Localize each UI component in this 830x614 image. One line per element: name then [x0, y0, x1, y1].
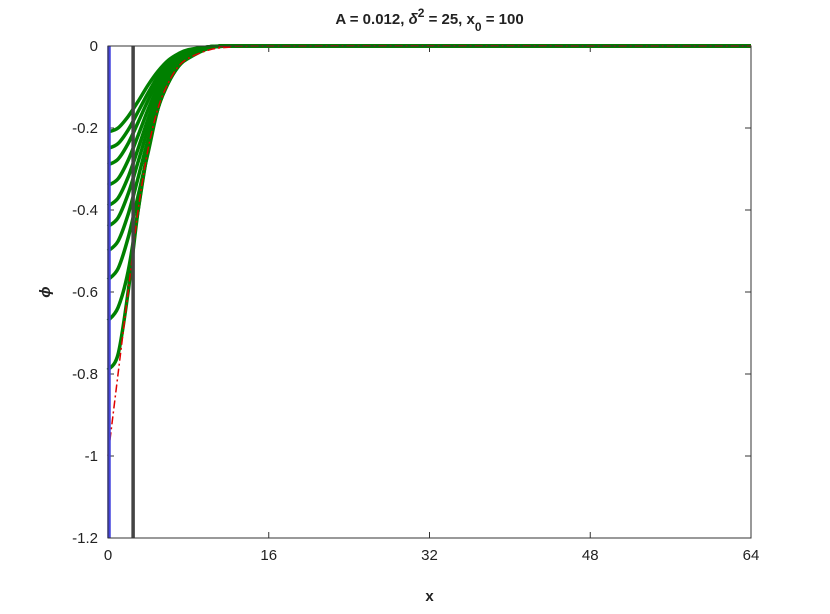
y-tick-label: -1.2: [72, 530, 98, 547]
x-tick-label: 0: [104, 547, 112, 564]
series-line: [106, 44, 751, 281]
series-line: [107, 44, 751, 134]
series-line: [107, 44, 751, 151]
series-line: [107, 44, 751, 167]
y-tick-label: -1: [85, 448, 98, 465]
series-line: [107, 45, 752, 457]
x-axis-label: x: [425, 588, 434, 605]
x-tick-label: 48: [582, 547, 599, 564]
title-part: 2: [418, 6, 425, 20]
title-part: A = 0.012,: [335, 11, 408, 28]
series-line: [106, 44, 751, 322]
series-line: [106, 44, 751, 253]
series-line: [106, 44, 751, 208]
series-line: [107, 44, 751, 187]
y-axis-label: ϕ: [37, 286, 54, 297]
y-tick-label: 0: [90, 38, 98, 55]
title-part: δ: [409, 11, 419, 28]
title-part: = 25, x: [424, 11, 475, 28]
title-part: 0: [475, 20, 482, 34]
series-line: [106, 44, 751, 228]
series-line: [106, 44, 751, 372]
y-tick-label: -0.2: [72, 120, 98, 137]
chart-title: A = 0.012, δ2 = 25, x0 = 100: [335, 6, 523, 34]
y-tick-label: -0.8: [72, 366, 98, 383]
x-tick-label: 32: [421, 547, 438, 564]
x-tick-label: 16: [260, 547, 277, 564]
plot-frame: [107, 45, 752, 539]
title-part: = 100: [482, 11, 524, 28]
y-tick-label: -0.6: [72, 284, 98, 301]
y-tick-label: -0.4: [72, 202, 98, 219]
x-tick-label: 64: [743, 547, 760, 564]
